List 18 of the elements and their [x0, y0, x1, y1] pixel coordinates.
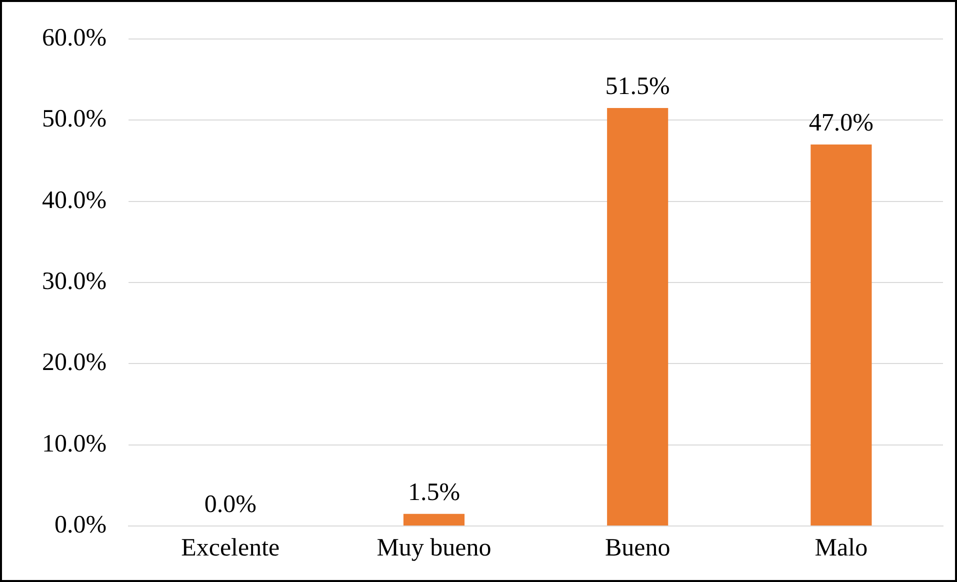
y-tick-label: 60.0% [42, 24, 107, 52]
x-tick-label: Excelente [181, 534, 280, 562]
data-label: 1.5% [408, 478, 460, 506]
y-tick-label: 0.0% [54, 512, 107, 539]
bar [403, 514, 465, 526]
bar [607, 108, 668, 526]
y-tick-label: 40.0% [42, 186, 107, 214]
data-label: 0.0% [204, 491, 256, 518]
data-label: 51.5% [605, 73, 670, 100]
x-tick-label: Bueno [604, 534, 670, 562]
y-tick-label: 20.0% [42, 349, 107, 376]
x-tick-label: Muy bueno [376, 534, 492, 562]
y-tick-label: 50.0% [42, 106, 107, 133]
data-label: 47.0% [808, 110, 874, 137]
y-tick-label: 30.0% [42, 268, 107, 296]
bar [810, 144, 872, 526]
x-tick-label: Malo [814, 534, 868, 562]
y-tick-label: 10.0% [42, 430, 107, 458]
